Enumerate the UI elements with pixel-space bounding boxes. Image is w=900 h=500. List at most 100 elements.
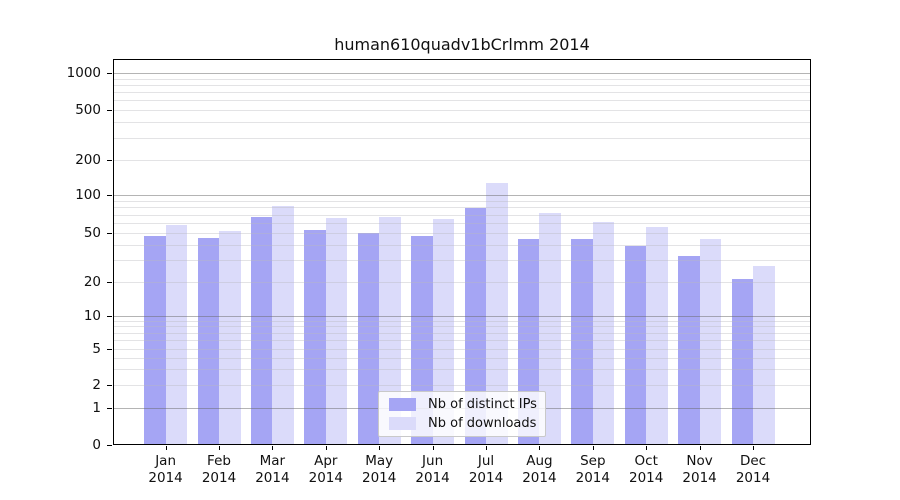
gridline-minor-50 bbox=[114, 232, 810, 234]
chart-title: human610quadv1bCrlmm 2014 bbox=[334, 35, 590, 54]
x-tick-mark-oct bbox=[646, 445, 648, 450]
y-tick-label-50: 50 bbox=[83, 224, 101, 241]
bar-downloads-sep bbox=[592, 221, 615, 444]
x-tick-mark-apr bbox=[325, 445, 327, 450]
gridline-minor-600 bbox=[114, 100, 810, 102]
gridline-minor-80 bbox=[114, 207, 810, 209]
gridline-minor-7 bbox=[114, 332, 810, 334]
legend-label-downloads: Nb of downloads bbox=[428, 416, 537, 431]
y-tick-label-500: 500 bbox=[75, 102, 101, 118]
gridline-minor-200 bbox=[114, 159, 810, 161]
y-tick-mark-200 bbox=[107, 159, 112, 161]
x-tick-label-may: May 2014 bbox=[362, 452, 397, 486]
y-tick-mark-500 bbox=[107, 110, 112, 111]
x-tick-label-sep: Sep 2014 bbox=[575, 452, 610, 486]
bar-downloads-feb bbox=[219, 231, 241, 444]
y-tick-label-20: 20 bbox=[83, 274, 101, 291]
x-tick-label-nov: Nov 2014 bbox=[682, 452, 717, 486]
y-tick-label-10: 10 bbox=[83, 307, 101, 324]
y-tick-label-2: 2 bbox=[92, 377, 101, 394]
y-tick-mark-0 bbox=[107, 444, 112, 446]
gridline-minor-40 bbox=[114, 244, 810, 246]
x-tick-label-aug: Aug 2014 bbox=[522, 452, 557, 486]
bar-distinct-ips-jul bbox=[464, 207, 486, 444]
gridline-minor-6 bbox=[114, 340, 810, 341]
bar-distinct-ips-mar bbox=[250, 217, 273, 444]
legend-label-distinct-ips: Nb of distinct IPs bbox=[428, 397, 537, 412]
x-tick-mark-dec bbox=[753, 445, 754, 450]
bar-distinct-ips-sep bbox=[571, 239, 593, 444]
gridline-minor-30 bbox=[114, 260, 810, 262]
bar-distinct-ips-jan bbox=[144, 235, 166, 444]
y-tick-mark-20 bbox=[107, 282, 112, 284]
bar-distinct-ips-oct bbox=[624, 245, 647, 444]
y-tick-mark-10 bbox=[107, 315, 112, 317]
gridline-minor-90 bbox=[114, 201, 810, 202]
bar-distinct-ips-nov bbox=[678, 256, 700, 444]
bar-downloads-nov bbox=[699, 239, 722, 444]
plot-area bbox=[113, 59, 811, 445]
y-tick-mark-1000 bbox=[107, 73, 112, 75]
y-tick-label-5: 5 bbox=[92, 340, 101, 357]
y-tick-label-1000: 1000 bbox=[66, 65, 101, 82]
x-tick-mark-jul bbox=[486, 445, 487, 450]
legend-item-distinct-ips: Nb of distinct IPs bbox=[389, 397, 537, 412]
legend-swatch-downloads bbox=[389, 417, 416, 430]
y-tick-label-0: 0 bbox=[92, 436, 101, 453]
y-tick-label-1: 1 bbox=[92, 400, 101, 417]
gridline-minor-70 bbox=[114, 214, 810, 216]
x-tick-mark-feb bbox=[219, 445, 220, 450]
gridline-minor-8 bbox=[114, 326, 810, 328]
x-tick-label-oct: Oct 2014 bbox=[629, 452, 664, 486]
x-tick-label-jan: Jan 2014 bbox=[148, 452, 183, 486]
gridline-minor-20 bbox=[114, 282, 810, 284]
bar-downloads-jan bbox=[165, 225, 188, 444]
x-tick-mark-jun bbox=[432, 445, 434, 450]
legend-item-downloads: Nb of downloads bbox=[389, 416, 537, 431]
y-tick-label-200: 200 bbox=[75, 151, 101, 168]
gridline-minor-3 bbox=[114, 369, 810, 371]
bar-distinct-ips-feb bbox=[197, 237, 219, 444]
bar-distinct-ips-may bbox=[357, 233, 380, 444]
y-tick-mark-50 bbox=[107, 232, 112, 234]
x-tick-mark-aug bbox=[539, 445, 541, 450]
x-tick-label-mar: Mar 2014 bbox=[255, 452, 290, 486]
bar-downloads-jun bbox=[432, 218, 455, 444]
bar-downloads-oct bbox=[646, 227, 668, 444]
x-tick-label-dec: Dec 2014 bbox=[735, 452, 771, 486]
y-tick-mark-5 bbox=[107, 348, 112, 350]
gridline-major-10 bbox=[114, 315, 810, 317]
gridline-major-100 bbox=[114, 195, 810, 197]
x-tick-mark-mar bbox=[272, 445, 274, 450]
x-tick-mark-nov bbox=[699, 445, 701, 450]
gridline-minor-60 bbox=[114, 222, 810, 224]
legend-swatch-distinct-ips bbox=[389, 398, 416, 411]
gridline-minor-700 bbox=[114, 92, 810, 94]
y-tick-label-100: 100 bbox=[75, 187, 101, 204]
x-tick-mark-jan bbox=[165, 445, 167, 450]
y-tick-mark-1 bbox=[107, 408, 112, 410]
gridline-minor-900 bbox=[114, 78, 810, 80]
bar-distinct-ips-dec bbox=[731, 279, 753, 444]
y-tick-mark-100 bbox=[107, 195, 112, 197]
gridline-minor-2 bbox=[114, 385, 810, 387]
x-tick-mark-sep bbox=[592, 445, 594, 450]
bar-downloads-jul bbox=[486, 182, 508, 444]
gridline-minor-300 bbox=[114, 137, 810, 139]
gridline-major-1000 bbox=[114, 73, 810, 75]
x-tick-label-feb: Feb 2014 bbox=[201, 452, 237, 486]
bar-downloads-may bbox=[379, 217, 401, 444]
gridline-minor-500 bbox=[114, 110, 810, 111]
bar-downloads-mar bbox=[272, 205, 294, 444]
y-tick-mark-2 bbox=[107, 385, 112, 387]
gridline-minor-5 bbox=[114, 348, 810, 350]
gridline-minor-9 bbox=[114, 320, 810, 322]
x-tick-label-apr: Apr 2014 bbox=[308, 452, 343, 486]
x-tick-label-jun: Jun 2014 bbox=[415, 452, 450, 486]
bar-distinct-ips-apr bbox=[304, 230, 326, 444]
x-tick-mark-may bbox=[379, 445, 381, 450]
gridline-minor-4 bbox=[114, 357, 810, 359]
legend: Nb of distinct IPs Nb of downloads bbox=[378, 391, 546, 437]
bar-downloads-apr bbox=[325, 218, 348, 444]
